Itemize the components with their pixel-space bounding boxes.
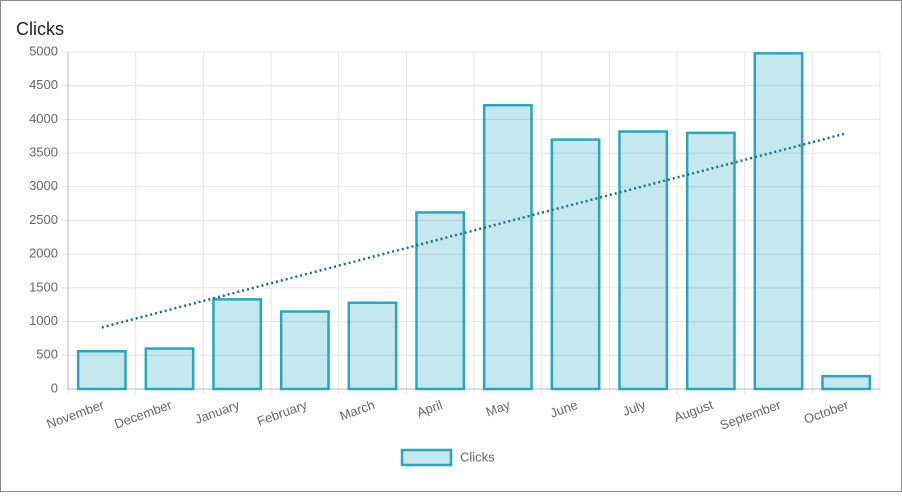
x-tick-label: January	[193, 397, 242, 427]
bar	[347, 301, 398, 391]
y-tick-label: 1500	[29, 279, 58, 294]
bar	[144, 347, 195, 391]
y-tick-label: 0	[51, 380, 58, 395]
x-tick-label: December	[112, 397, 174, 432]
chart-title: Clicks	[16, 19, 64, 39]
bar	[415, 211, 466, 391]
bar	[212, 298, 263, 391]
bar	[753, 52, 804, 391]
y-tick-label: 1000	[29, 313, 58, 328]
x-tick-label: May	[484, 397, 513, 420]
x-tick-label: June	[548, 397, 580, 421]
trend-line	[101, 132, 847, 329]
x-tick-label: August	[672, 397, 716, 425]
bar	[550, 138, 601, 391]
bar	[821, 374, 872, 391]
y-tick-label: 2000	[29, 246, 58, 261]
x-tick-label: July	[621, 397, 648, 419]
legend-swatch	[400, 448, 453, 467]
bar	[685, 131, 736, 391]
x-tick-label: September	[718, 397, 784, 433]
y-tick-label: 4000	[29, 111, 58, 126]
bar	[279, 310, 330, 391]
y-tick-label: 5000	[29, 43, 58, 58]
y-tick-label: 500	[36, 347, 58, 362]
y-tick-label: 4500	[29, 77, 58, 92]
y-tick-label: 3000	[29, 178, 58, 193]
x-tick-label: March	[338, 397, 377, 423]
x-tick-label: October	[802, 397, 851, 427]
y-tick-label: 3500	[29, 145, 58, 160]
bar	[482, 103, 533, 391]
x-tick-label: February	[255, 397, 309, 429]
legend-label: Clicks	[460, 449, 495, 464]
x-tick-label: November	[45, 397, 107, 432]
x-tick-label: April	[415, 397, 445, 420]
bar	[76, 350, 127, 391]
y-tick-label: 2500	[29, 212, 58, 227]
bar	[618, 130, 669, 391]
